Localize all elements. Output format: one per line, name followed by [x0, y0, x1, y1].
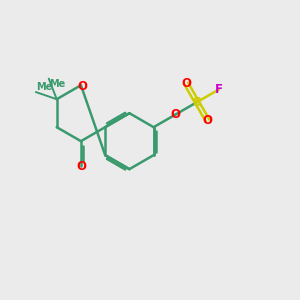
Text: O: O	[170, 108, 180, 121]
Text: Me: Me	[36, 82, 52, 92]
Text: O: O	[76, 160, 86, 173]
Text: Me: Me	[49, 79, 65, 88]
Text: O: O	[77, 80, 87, 93]
Text: S: S	[193, 96, 202, 109]
Text: O: O	[202, 114, 213, 127]
Text: F: F	[214, 83, 223, 96]
Text: O: O	[182, 77, 191, 90]
